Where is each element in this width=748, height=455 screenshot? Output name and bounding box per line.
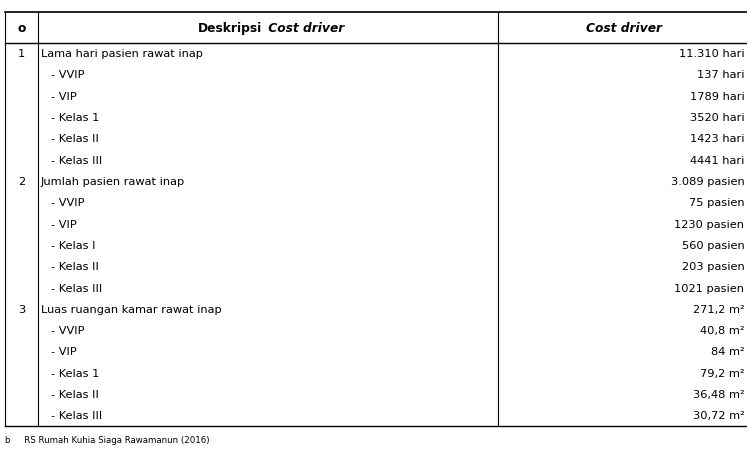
Text: o: o: [17, 21, 25, 35]
Text: 1230 pasien: 1230 pasien: [675, 219, 744, 229]
Text: - VVIP: - VVIP: [52, 71, 85, 81]
Text: - Kelas II: - Kelas II: [52, 134, 99, 144]
Text: 1: 1: [18, 49, 25, 59]
Text: Cost driver: Cost driver: [586, 21, 663, 35]
Text: 3520 hari: 3520 hari: [690, 113, 744, 123]
Text: - Kelas III: - Kelas III: [52, 283, 102, 293]
Text: 1021 pasien: 1021 pasien: [675, 283, 744, 293]
Text: - VIP: - VIP: [52, 91, 77, 101]
Text: Deskripsi: Deskripsi: [198, 21, 263, 35]
Text: 3.089 pasien: 3.089 pasien: [671, 177, 744, 187]
Text: Deskripsi Cost driver: Deskripsi Cost driver: [196, 21, 340, 35]
Text: 203 pasien: 203 pasien: [681, 262, 744, 272]
Text: 1789 hari: 1789 hari: [690, 91, 744, 101]
Text: - VIP: - VIP: [52, 219, 77, 229]
Text: 30,72 m²: 30,72 m²: [693, 410, 744, 420]
Text: - Kelas II: - Kelas II: [52, 262, 99, 272]
Text: - Kelas III: - Kelas III: [52, 410, 102, 420]
Text: 11.310 hari: 11.310 hari: [678, 49, 744, 59]
Text: - Kelas 1: - Kelas 1: [52, 368, 99, 378]
Text: Jumlah pasien rawat inap: Jumlah pasien rawat inap: [41, 177, 186, 187]
Text: - Kelas III: - Kelas III: [52, 155, 102, 165]
Text: - Kelas 1: - Kelas 1: [52, 113, 99, 123]
Text: 1423 hari: 1423 hari: [690, 134, 744, 144]
Text: 75 pasien: 75 pasien: [689, 198, 744, 208]
Text: - Kelas II: - Kelas II: [52, 389, 99, 399]
Text: b     RS Rumah Kuhia Siaga Rawamanun (2016): b RS Rumah Kuhia Siaga Rawamanun (2016): [5, 435, 209, 444]
Text: 2: 2: [18, 177, 25, 187]
Text: 84 m²: 84 m²: [711, 347, 744, 357]
Text: - VVIP: - VVIP: [52, 198, 85, 208]
Text: - Kelas I: - Kelas I: [52, 240, 96, 250]
Text: 560 pasien: 560 pasien: [681, 240, 744, 250]
Text: Cost driver: Cost driver: [265, 21, 345, 35]
Text: 79,2 m²: 79,2 m²: [700, 368, 744, 378]
Text: - VVIP: - VVIP: [52, 325, 85, 335]
Text: Luas ruangan kamar rawat inap: Luas ruangan kamar rawat inap: [41, 304, 221, 314]
Text: 137 hari: 137 hari: [697, 71, 744, 81]
Text: 40,8 m²: 40,8 m²: [700, 325, 744, 335]
Text: 271,2 m²: 271,2 m²: [693, 304, 744, 314]
Text: 3: 3: [18, 304, 25, 314]
Text: 36,48 m²: 36,48 m²: [693, 389, 744, 399]
Text: - VIP: - VIP: [52, 347, 77, 357]
Text: 4441 hari: 4441 hari: [690, 155, 744, 165]
Text: Lama hari pasien rawat inap: Lama hari pasien rawat inap: [41, 49, 203, 59]
